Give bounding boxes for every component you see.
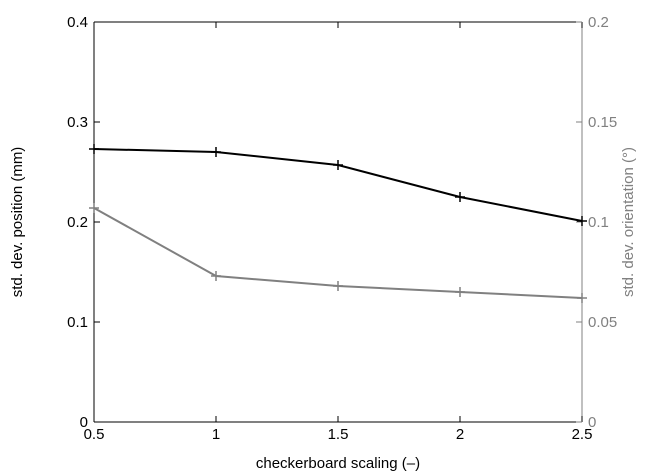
x-tick-label: 2 (456, 426, 464, 443)
series-1-point (89, 144, 99, 154)
y-left-tick-label: 0.2 (67, 214, 88, 231)
x-tick-label: 2.5 (572, 426, 593, 443)
y-axis-left-title: std. dev. position (mm) (9, 147, 26, 298)
x-axis-title: checkerboard scaling (–) (256, 455, 420, 472)
y-right-tick-label: 0.05 (588, 314, 617, 331)
x-tick-label: 0.5 (84, 426, 105, 443)
series-layer (89, 144, 587, 303)
series-2-point (333, 281, 343, 291)
series-1-point (577, 216, 587, 226)
x-tick-label: 1.5 (328, 426, 349, 443)
y-left-tick-label: 0.1 (67, 314, 88, 331)
y-right-tick-label: 0.15 (588, 114, 617, 131)
series-1-point (211, 147, 221, 157)
series-1-point (333, 160, 343, 170)
axes: 0.5 1 1.5 2 2.500.10.20.30.400.050.10.150.2 (67, 14, 617, 443)
y-axis-right-title: std. dev. orientation (°) (620, 147, 637, 297)
y-right-tick-label: 0 (588, 414, 596, 431)
plot-area (94, 22, 582, 422)
labels-layer: checkerboard scaling (–) std. dev. posit… (9, 147, 637, 472)
series-2-point (89, 203, 99, 213)
series-2-point (577, 293, 587, 303)
y-right-tick-label: 0.1 (588, 214, 609, 231)
y-left-tick-label: 0.4 (67, 14, 88, 31)
series-1-point (455, 192, 465, 202)
y-left-tick-label: 0.3 (67, 114, 88, 131)
y-right-tick-label: 0.2 (588, 14, 609, 31)
y-left-tick-label: 0 (80, 414, 88, 431)
series-2-point (455, 287, 465, 297)
x-tick-label: 1 (212, 426, 220, 443)
series-2-point (211, 271, 221, 281)
